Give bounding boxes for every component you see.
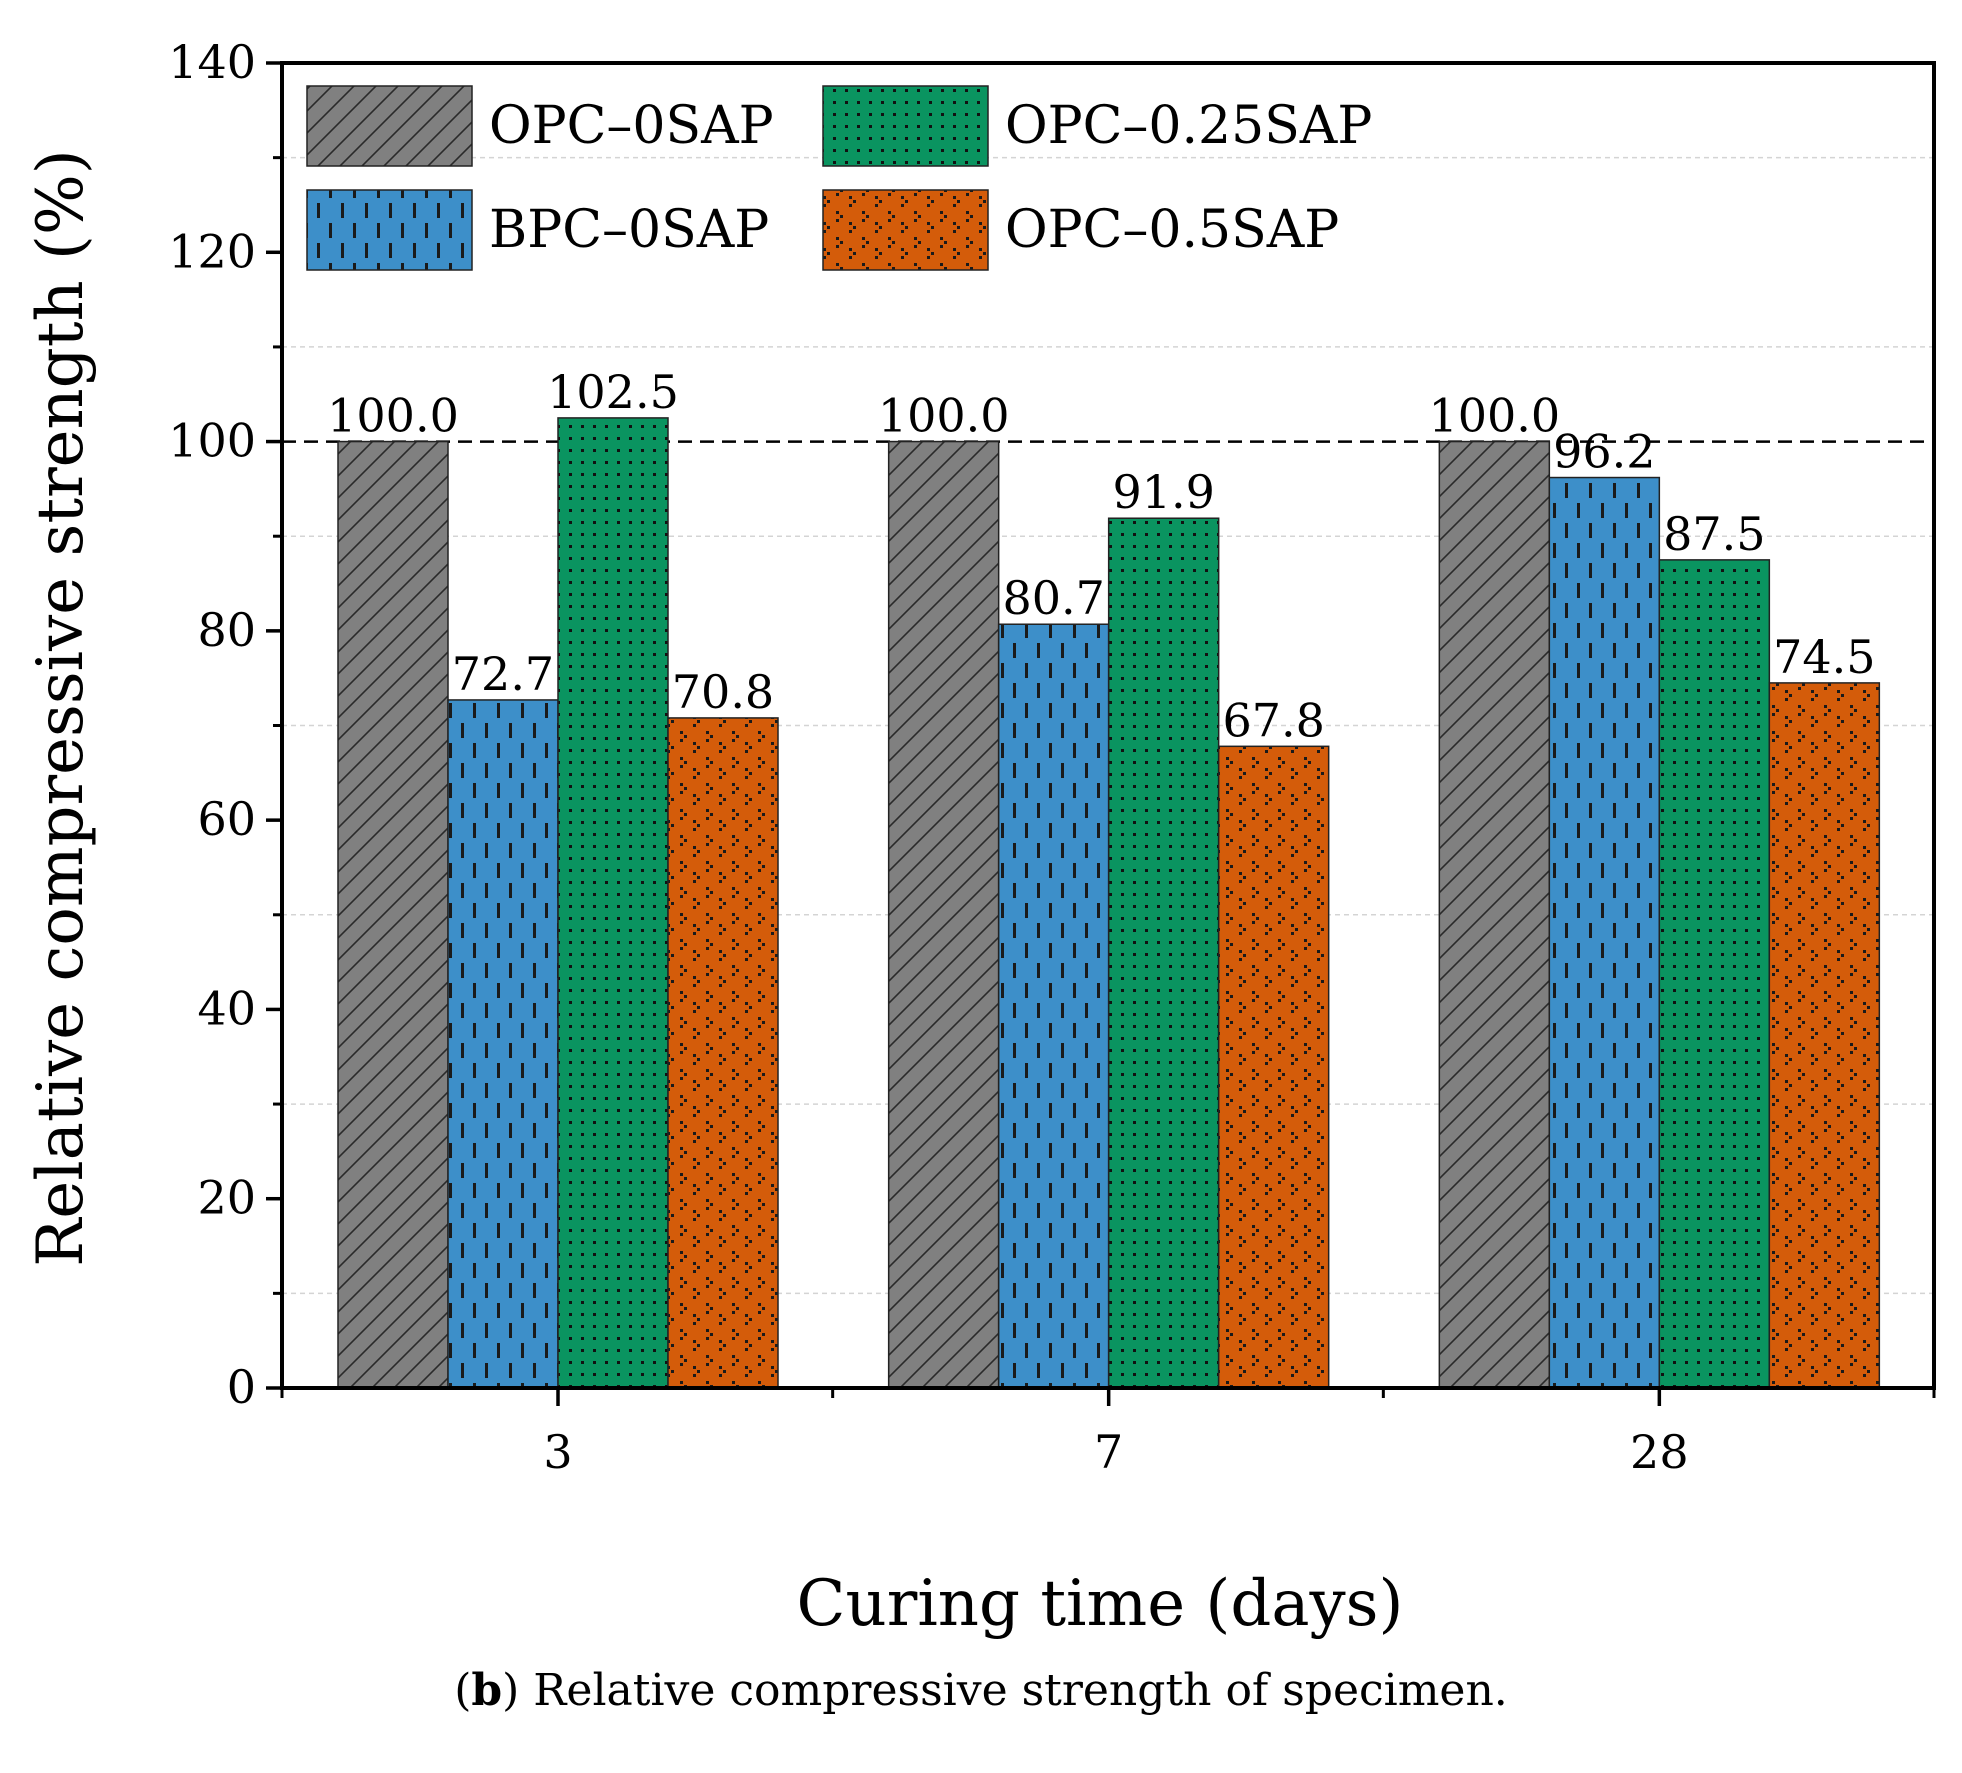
y-tick-label: 100	[168, 414, 256, 468]
bars	[337, 417, 1881, 1389]
bar	[667, 717, 779, 1389]
bar	[997, 623, 1110, 1389]
data-label: 100.0	[327, 389, 459, 443]
legend-swatch	[306, 85, 473, 167]
bar	[1768, 682, 1881, 1389]
bar	[1658, 559, 1771, 1389]
bar	[887, 440, 1000, 1389]
data-label: 100.0	[1428, 389, 1560, 443]
legend: OPC–0SAP OPC–0.25SAP BPC–0SAP OPC–0.5SAP	[306, 85, 1372, 271]
legend-label: OPC–0.25SAP	[1005, 96, 1372, 156]
data-label: 91.9	[1112, 465, 1214, 519]
data-label: 70.8	[672, 665, 774, 719]
y-axis-title: Relative compressive strength (%)	[24, 149, 98, 1267]
legend-label: BPC–0SAP	[489, 200, 769, 260]
y-tick-label: 60	[197, 792, 256, 846]
legend-swatch	[822, 189, 989, 271]
y-tick-label: 80	[197, 603, 256, 657]
data-label: 102.5	[547, 365, 679, 419]
y-tick-label: 0	[227, 1360, 256, 1414]
y-tick-label: 120	[168, 224, 256, 278]
x-axis-title: Curing time (days)	[797, 1567, 1404, 1641]
data-label: 67.8	[1222, 693, 1324, 747]
data-label: 100.0	[878, 389, 1010, 443]
legend-swatch	[822, 85, 989, 167]
bar	[1438, 440, 1551, 1389]
data-label: 72.7	[452, 647, 554, 701]
bar	[337, 440, 449, 1389]
y-tick-label: 40	[197, 981, 256, 1035]
y-tick-label: 140	[168, 35, 256, 89]
legend-swatch	[306, 189, 473, 271]
data-label: 74.5	[1773, 630, 1875, 684]
axes: 0 20 40 60 80 100 120 140 3 7 28	[168, 35, 1936, 1479]
x-tick-label: 3	[543, 1425, 572, 1479]
bar	[1548, 476, 1661, 1389]
bar	[557, 417, 669, 1389]
data-label: 96.2	[1553, 425, 1655, 479]
data-labels: 100.0 72.7 102.5 70.8 100.0 80.791.9 67.8 100.0…	[327, 365, 1875, 747]
legend-label: OPC–0SAP	[489, 96, 774, 156]
x-tick-label: 7	[1094, 1425, 1123, 1479]
legend-label: OPC–0.5SAP	[1005, 200, 1339, 260]
bar	[1217, 745, 1330, 1389]
data-label: 80.7	[1002, 571, 1104, 625]
caption-letter: b	[471, 1665, 503, 1716]
y-tick-label: 20	[197, 1171, 256, 1225]
bar-chart: 100.0 72.7 102.5 70.8 100.0 80.791.9 67.8 100.0…	[24, 35, 1936, 1641]
data-label: 87.5	[1663, 507, 1765, 561]
x-tick-label: 28	[1630, 1425, 1689, 1479]
bar	[1107, 517, 1220, 1389]
caption-text: Relative compressive strength of specime…	[519, 1665, 1508, 1716]
figure-caption: (b) Relative compressive strength of spe…	[454, 1665, 1508, 1716]
bar	[447, 699, 559, 1389]
